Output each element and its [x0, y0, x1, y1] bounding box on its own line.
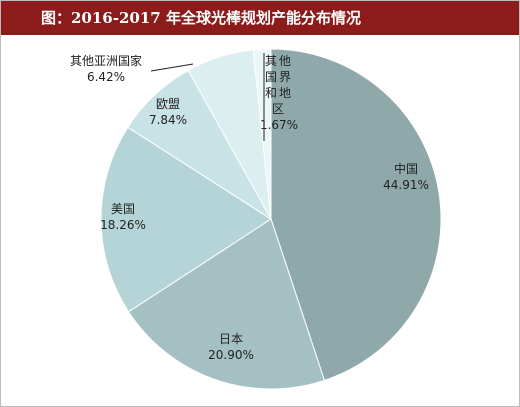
value-label: 1.67%	[259, 118, 299, 132]
slice-label: 其他亚洲国家 6.42%	[56, 53, 156, 85]
category-label: 其他国界和地区	[265, 54, 294, 116]
category-label: 日本	[218, 332, 243, 346]
slice-label: 美国 18.26%	[93, 201, 153, 233]
leader-line	[150, 63, 194, 72]
slice-label: 其他国界和地区 1.67%	[259, 53, 299, 133]
category-label: 美国	[110, 202, 135, 216]
category-label: 中国	[393, 162, 418, 176]
value-label: 7.84%	[148, 113, 188, 127]
chart-title: 图：2016-2017 年全球光棒规划产能分布情况	[1, 1, 519, 35]
pie-slice	[252, 48, 272, 220]
slice-label: 日本 20.90%	[201, 331, 261, 363]
value-label: 18.26%	[100, 218, 146, 232]
category-label: 其他亚洲国家	[69, 54, 142, 68]
slice-label: 欧盟 7.84%	[143, 96, 193, 128]
value-label: 6.42%	[86, 70, 126, 84]
pie-slice	[100, 126, 272, 313]
pie-slice	[127, 218, 326, 390]
value-label: 20.90%	[208, 348, 254, 362]
category-label: 欧盟	[155, 97, 180, 111]
pie-slice	[270, 48, 442, 382]
value-label: 44.91%	[383, 178, 429, 192]
slice-label: 中国 44.91%	[371, 161, 441, 193]
